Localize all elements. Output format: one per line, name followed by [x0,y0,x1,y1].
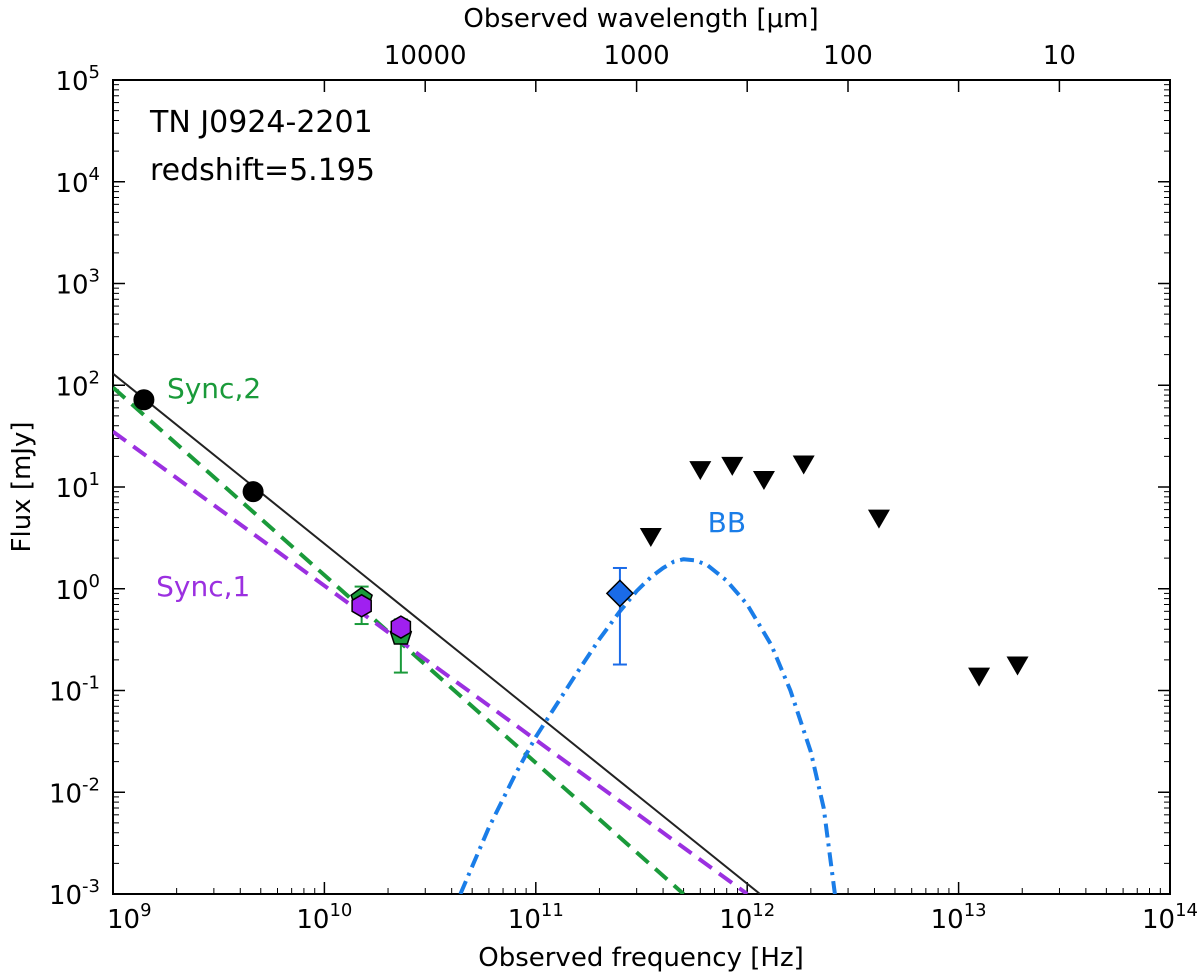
y-tick-label: 103 [55,266,100,301]
series-label-sync-2: Sync,2 [167,372,261,405]
data-point-circle [133,389,155,411]
y-tick-label: 10-3 [49,876,100,911]
top-tick-label: 10000 [384,41,467,71]
upper-limit-marker [792,455,815,475]
upper-limit-marker [1006,656,1029,676]
upper-limit-marker [867,509,890,529]
x-tick-label: 109 [107,900,152,935]
chart-annotation-redshift: redshift=5.195 [150,153,375,188]
y-tick-label: 101 [55,469,100,504]
y-tick-label: 105 [55,62,100,97]
upper-limit-marker [639,527,662,547]
top-tick-label: 10 [1043,41,1076,71]
y-tick-label: 10-1 [49,673,100,708]
data-points [133,389,1029,687]
y-tick-label: 100 [55,571,100,606]
top-tick-label: 1000 [604,41,670,71]
y-tick-label: 102 [55,367,100,402]
plot-area [112,79,1171,895]
series-label-bb: BB [708,506,746,539]
x-axis-label: Observed frequency [Hz] [478,943,804,973]
series-line-sync-1 [113,429,749,894]
data-point-hexagon [390,615,412,639]
y-tick-label: 104 [55,164,100,199]
data-point-diamond [605,579,634,608]
top-tick-label: 100 [823,41,873,71]
series-label-sync-1: Sync,1 [156,570,250,603]
upper-limit-marker [721,456,744,476]
x-tick-label: 1012 [719,900,775,935]
x-tick-label: 1013 [931,900,987,935]
series-line-bb [458,557,837,894]
plot-frame [112,79,1171,895]
upper-limit-marker [689,461,712,481]
x-tick-label: 1014 [1142,900,1198,935]
series-line-power-law [113,372,761,894]
y-tick-label: 10-2 [49,774,100,809]
upper-limit-marker [968,667,991,687]
data-point-circle [242,481,264,503]
upper-limit-marker [752,470,775,490]
x-tick-label: 1011 [508,900,564,935]
top-axis-label: Observed wavelength [μm] [463,4,818,34]
x-tick-label: 1010 [296,900,352,935]
y-axis-label: Flux [mJy] [7,422,37,553]
data-point-hexagon [351,593,372,618]
axis-ticks: 109 1010 1011 1012 1013 1014 10-3 10-2 10-1 100 10… [49,41,1198,935]
chart-annotation-source: TN J0924-2201 [149,105,373,140]
